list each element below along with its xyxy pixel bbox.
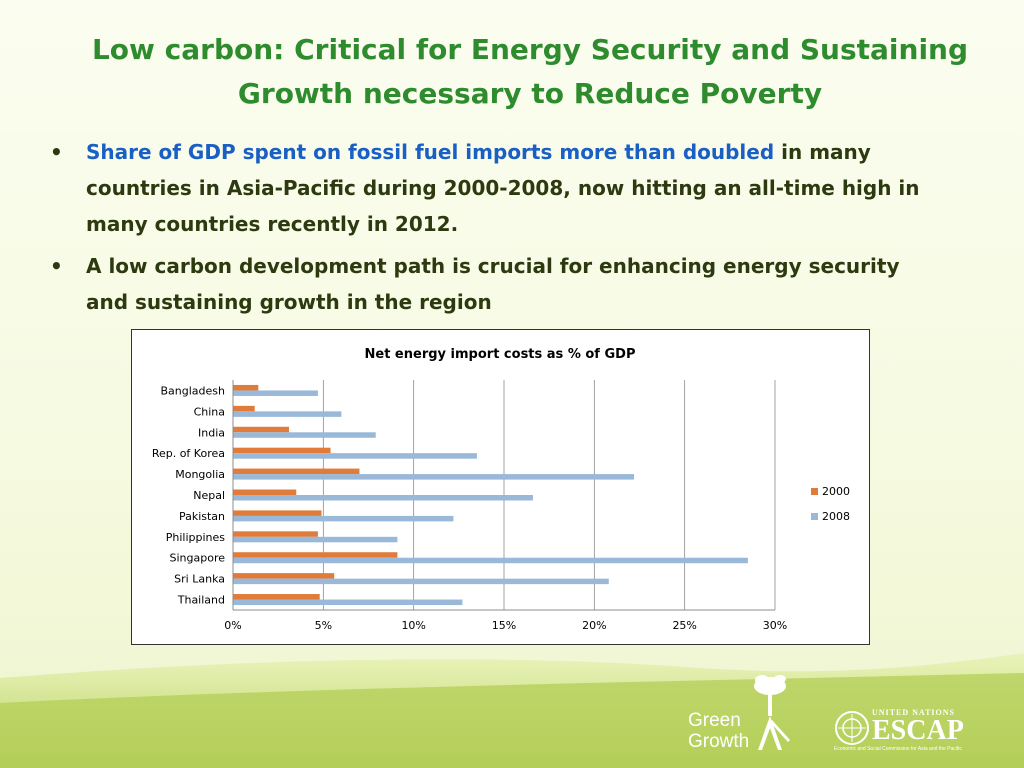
category-label: Philippines bbox=[166, 531, 226, 544]
bar-2000 bbox=[233, 426, 290, 433]
legend-label: 2000 bbox=[822, 485, 850, 498]
escap-un-text: UNITED NATIONS bbox=[872, 708, 955, 717]
category-label: Bangladesh bbox=[161, 384, 226, 397]
bar-2000 bbox=[233, 510, 322, 516]
slide-title: Low carbon: Critical for Energy Security… bbox=[40, 28, 1020, 116]
bar-2000 bbox=[233, 447, 331, 454]
escap-subtitle: Economic and Social Commission for Asia … bbox=[834, 746, 962, 752]
bar-2000 bbox=[233, 531, 318, 537]
category-label: Mongolia bbox=[175, 468, 225, 481]
category-label: Singapore bbox=[170, 552, 226, 565]
bar-2000 bbox=[233, 573, 335, 579]
bar-2008 bbox=[233, 495, 533, 501]
bar-2008 bbox=[233, 390, 318, 396]
escap-logo: UNITED NATIONS ESCAP Economic and Social… bbox=[832, 708, 992, 756]
chart-container: Net energy import costs as % of GDP 0% 5% 1… bbox=[131, 329, 870, 645]
bullet-1-highlight: Share of GDP spent on fossil fuel import… bbox=[86, 140, 775, 164]
legend-swatch bbox=[811, 513, 818, 520]
bullet-list: • Share of GDP spent on fossil fuel impo… bbox=[48, 134, 948, 326]
bar-2008 bbox=[233, 515, 454, 522]
green-growth-line-2: Growth bbox=[688, 731, 750, 752]
x-tick-label: 20% bbox=[582, 619, 606, 632]
category-label: Sri Lanka bbox=[174, 573, 225, 586]
bullet-marker: • bbox=[50, 254, 63, 278]
category-label: Rep. of Korea bbox=[152, 447, 225, 460]
green-growth-text: Green Growth bbox=[688, 710, 749, 752]
bar-2000 bbox=[233, 594, 320, 600]
escap-main-text: ESCAP bbox=[872, 715, 964, 746]
bar-2008 bbox=[233, 557, 748, 564]
bar-chart: Net energy import costs as % of GDP 0% 5% 1… bbox=[152, 347, 850, 632]
bullet-item-2: • A low carbon development path is cruci… bbox=[48, 248, 948, 320]
category-label: Thailand bbox=[177, 594, 225, 607]
bar-2008 bbox=[233, 474, 635, 480]
green-growth-logo: Green Growth bbox=[688, 672, 798, 752]
bar-2000 bbox=[233, 384, 259, 391]
chart-title: Net energy import costs as % of GDP bbox=[365, 347, 636, 362]
title-line-2: Growth necessary to Reduce Poverty bbox=[237, 77, 823, 110]
bar-2008 bbox=[233, 432, 376, 438]
category-label: Nepal bbox=[193, 489, 225, 502]
green-growth-line-1: Green bbox=[688, 710, 741, 731]
bar-2008 bbox=[233, 536, 398, 543]
bar-2008 bbox=[233, 453, 477, 459]
x-tick-label: 15% bbox=[492, 619, 516, 632]
bar-2008 bbox=[233, 411, 342, 417]
bar-2008 bbox=[233, 578, 609, 585]
bullet-1-text: in many countries in Asia-Pacific during… bbox=[86, 140, 920, 236]
bullet-marker: • bbox=[50, 140, 63, 164]
legend-swatch bbox=[811, 488, 818, 495]
x-tick-label: 0% bbox=[224, 619, 241, 632]
category-label: China bbox=[194, 405, 225, 418]
un-emblem-icon bbox=[835, 711, 869, 745]
x-tick-label: 5% bbox=[315, 619, 332, 632]
x-tick-label: 25% bbox=[672, 619, 696, 632]
x-tick-label: 10% bbox=[401, 619, 425, 632]
x-tick-label: 30% bbox=[763, 619, 787, 632]
bullet-2-text: A low carbon development path is crucial… bbox=[86, 254, 900, 314]
title-line-1: Low carbon: Critical for Energy Security… bbox=[91, 33, 969, 66]
bar-2000 bbox=[233, 552, 398, 558]
bar-2000 bbox=[233, 468, 360, 475]
bullet-item-1: • Share of GDP spent on fossil fuel impo… bbox=[48, 134, 948, 242]
category-label: India bbox=[198, 426, 225, 439]
bar-2008 bbox=[233, 599, 463, 606]
category-label: Pakistan bbox=[179, 510, 225, 523]
legend-label: 2008 bbox=[822, 510, 850, 523]
tree-icon bbox=[754, 675, 790, 750]
bar-2000 bbox=[233, 489, 297, 495]
bar-2000 bbox=[233, 405, 255, 412]
